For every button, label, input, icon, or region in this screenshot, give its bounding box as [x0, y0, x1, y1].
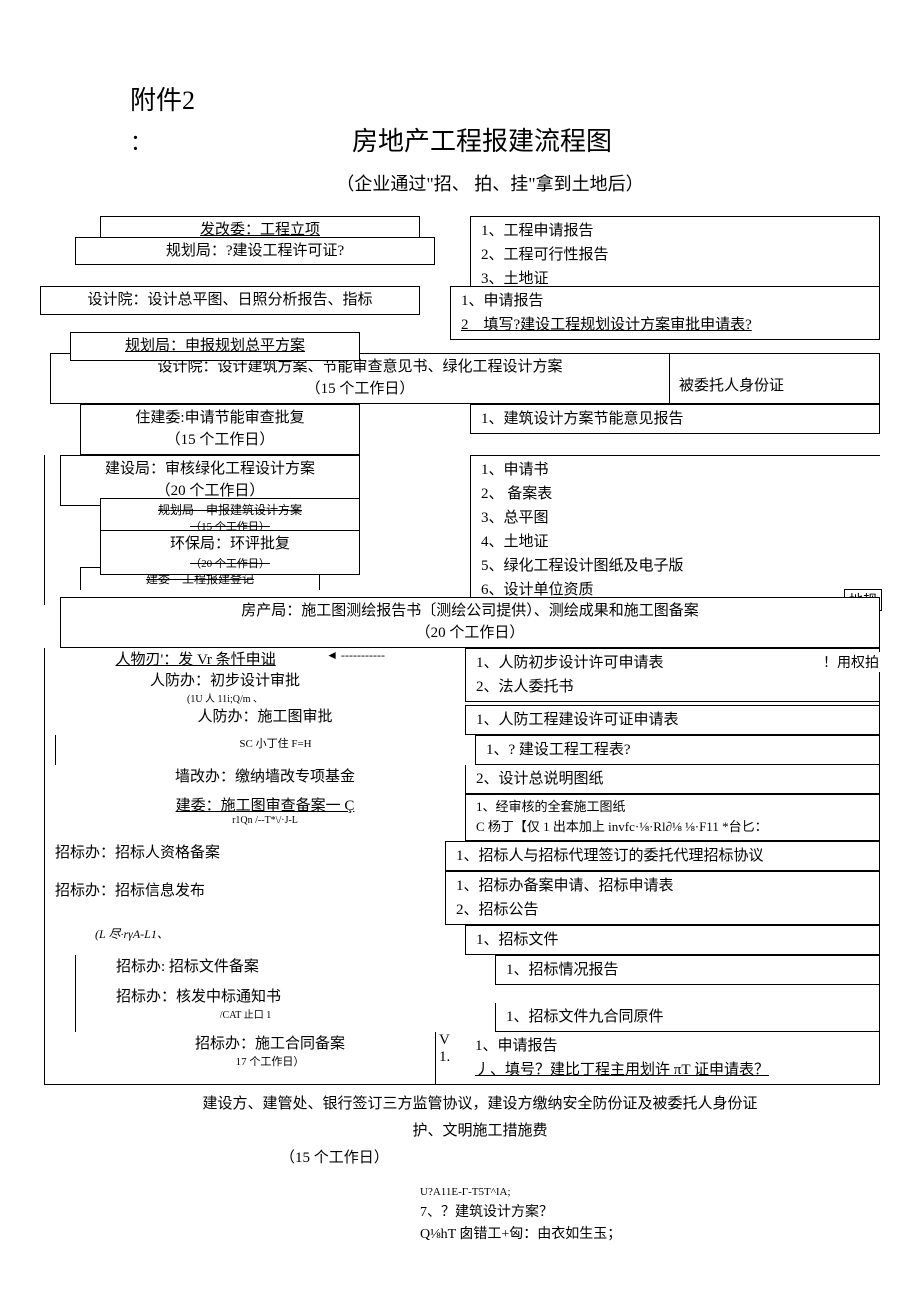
req-box: 1、人防初步设计许可申请表 2、法人委托书 — [465, 648, 879, 702]
req-box: 1、工程申请报告 2、工程可行性报告 3、土地证 — [470, 216, 880, 294]
req-line: 1、? 建设工程工程表? — [486, 738, 869, 762]
req-line: 1、申请书 — [481, 458, 870, 482]
req-line: 1、建筑设计方案节能意见报告 — [481, 407, 869, 431]
footer-tail-line: U?A11E-Γ-T5T^IA; — [420, 1184, 880, 1202]
step-box: 人防办：初步设计审批 (1U 人 11i;Q/m 、 — [65, 669, 385, 705]
colon: ： — [130, 125, 352, 157]
step-text: 住建委:申请节能审查批复 — [87, 407, 353, 430]
step-text: /CAT 止口 1 — [116, 1006, 495, 1021]
req-line: 1、人防初步设计许可申请表 — [476, 651, 869, 675]
req-box: 1、申请书 2、 备案表 3、总平图 4、土地证 5、绿化工程设计图纸及电子版 … — [470, 455, 880, 605]
flowchart: 发改委：工程立项 规划局：?建设工程许可证? 1、工程申请报告 2、工程可行性报… — [40, 216, 880, 1085]
step-text: 建委：施工图审查备案一 Ç — [65, 794, 465, 815]
footer-tail-line: Q⅛hT 囱错工+匈：由衣如生玉； — [420, 1224, 880, 1246]
attachment-label: 附件2 — [130, 80, 195, 117]
page-title: 房地产工程报建流程图 — [352, 121, 612, 158]
step-text: （15 个工作日） — [57, 378, 663, 401]
step-text: 17 个工作日） — [105, 1053, 435, 1069]
step-text: 环保局：环评批复 — [107, 533, 353, 556]
req-line: 4、土地证 — [481, 530, 870, 554]
req-line: 2、 备案表 — [481, 482, 870, 506]
step-box: 规划局：?建设工程许可证? — [75, 237, 435, 266]
footer-line: 建设方、建管处、银行签订三方监管协议，建设方缴纳安全防份证及被委托人身份证 — [80, 1091, 880, 1118]
req-line: 1、申请报告 — [475, 1034, 869, 1058]
req-box: 1、人防工程建设许可证申请表 — [465, 705, 879, 735]
step-text: (1U 人 11i;Q/m 、 — [65, 690, 385, 705]
mid-text: 1. — [439, 1049, 465, 1066]
footer-line: 护、文明施工措施费 — [80, 1118, 880, 1145]
req-line: 2、设计总说明图纸 — [476, 767, 869, 791]
req-line: 被委托人身份证 — [679, 356, 869, 398]
arrow-left-icon: ◄ ----------- — [326, 648, 385, 663]
req-line: 5、绿化工程设计图纸及电子版 — [481, 554, 870, 578]
step-text: 墙改办：缴纳墙改专项基金 — [65, 765, 465, 786]
step-text: 人物刃'：发 Vr 条忏申诎 — [116, 652, 276, 668]
req-line: 1、经审核的全套施工图纸 — [476, 797, 869, 818]
step-box: 住建委:申请节能审查批复 （15 个工作日） — [80, 404, 360, 455]
req-box: 1、建筑设计方案节能意见报告 — [470, 404, 880, 434]
step-text: 规划局 申报建筑设计方案 — [107, 501, 353, 519]
mid-text: V — [439, 1032, 465, 1049]
page-subtitle: （企业通过"招、 拍、挂"拿到土地后） — [40, 170, 880, 196]
req-line: 1、招标人与招标代理签订的委托代理招标协议 — [456, 844, 869, 868]
step-box: 人物刃'：发 Vr 条忏申诎 ◄ ----------- — [65, 648, 385, 669]
step-text: 房产局：施工图测绘报告书〔测绘公司提供）、测绘成果和施工图备案 — [67, 600, 873, 623]
footer-line: （15 个工作日） — [80, 1145, 880, 1172]
step-text: 建设局：审核绿化工程设计方案 — [67, 458, 353, 481]
step-text: 招标办：施工合同备案 — [105, 1032, 435, 1053]
req-box: 1、申请报告 丿、填号？建比丁程主用划许 πT 证申请表？ — [465, 1032, 879, 1084]
req-line: 1、招标文件 — [476, 928, 869, 952]
req-box: 1、经审核的全套施工图纸 C 杨丁【仅 1 出本加上 invfc·⅛·Rl∂⅛ … — [465, 794, 879, 842]
req-line: 2、法人委托书 — [476, 675, 869, 699]
req-line: 丿、填号？建比丁程主用划许 πT 证申请表？ — [475, 1058, 869, 1082]
step-text: 人防办：初步设计审批 — [65, 669, 385, 690]
req-box: 1、招标情况报告 — [495, 955, 879, 985]
req-box: 1、招标人与招标代理签订的委托代理招标协议 — [445, 841, 879, 871]
req-line: 1、招标文件九合同原件 — [506, 1005, 869, 1029]
step-text: SC 小丁住 F=H — [76, 735, 475, 751]
step-text: 招标办：招标人资格备案 — [55, 841, 465, 862]
req-box: 2、设计总说明图纸 — [465, 765, 879, 794]
step-text: 规划局：?建设工程许可证? — [166, 243, 344, 259]
req-line: C 杨丁【仅 1 出本加上 invfc·⅛·Rl∂⅛ ⅛·F11 *台匕： — [476, 817, 869, 838]
step-box: 环保局：环评批复 （20 个工作日） — [100, 530, 360, 575]
req-line: 1、人防工程建设许可证申请表 — [476, 708, 869, 732]
footer-block: 建设方、建管处、银行签订三方监管协议，建设方缴纳安全防份证及被委托人身份证 护、… — [40, 1091, 880, 1172]
req-box: 1、? 建设工程工程表? — [475, 735, 879, 765]
step-text: （20 个工作日） — [107, 556, 353, 573]
step-text: （20 个工作日） — [67, 622, 873, 645]
req-box: 1、招标文件九合同原件 — [495, 1003, 879, 1032]
step-text: r1Qn /--T*\/·J-L — [65, 815, 465, 826]
req-box: 1、招标文件 — [465, 925, 879, 955]
footer-tail-line: 7、？建筑设计方案？ — [420, 1202, 880, 1224]
req-line: 1、工程申请报告 — [481, 219, 869, 243]
step-box: 设计院：设计总平图、日照分析报告、指标 — [40, 286, 420, 315]
req-line: 1、招标情况报告 — [506, 958, 869, 982]
step-box: 规划局：申报规划总平方案 — [70, 332, 360, 361]
step-text: 招标办: 招标文件备案 — [116, 955, 495, 976]
footer-tail: U?A11E-Γ-T5T^IA; 7、？建筑设计方案？ Q⅛hT 囱错工+匈：由… — [40, 1184, 880, 1246]
req-box: 1、招标办备案申请、招标申请表 2、招标公告 — [445, 871, 879, 925]
step-text: 人防办：施工图审批 — [65, 705, 465, 726]
req-line: 1、招标办备案申请、招标申请表 — [456, 874, 869, 898]
step-text: 招标办：核发中标通知书 — [116, 985, 495, 1006]
step-text: （15 个工作日） — [87, 429, 353, 452]
step-text: 设计院：设计总平图、日照分析报告、指标 — [87, 292, 372, 308]
step-text: 招标办：招标信息发布 — [55, 879, 465, 900]
step-text: (L 尽·rγA-L1、 — [95, 925, 465, 942]
req-line: 1、申请报告 — [461, 289, 869, 313]
req-line: 3、总平图 — [481, 506, 870, 530]
side-tag: ！用权拍 — [819, 652, 883, 672]
req-line: 2、工程可行性报告 — [481, 243, 869, 267]
step-box: 房产局：施工图测绘报告书〔测绘公司提供）、测绘成果和施工图备案 （20 个工作日… — [60, 597, 880, 648]
step-text: 规划局：申报规划总平方案 — [125, 338, 305, 354]
req-line: 2、招标公告 — [456, 898, 869, 922]
